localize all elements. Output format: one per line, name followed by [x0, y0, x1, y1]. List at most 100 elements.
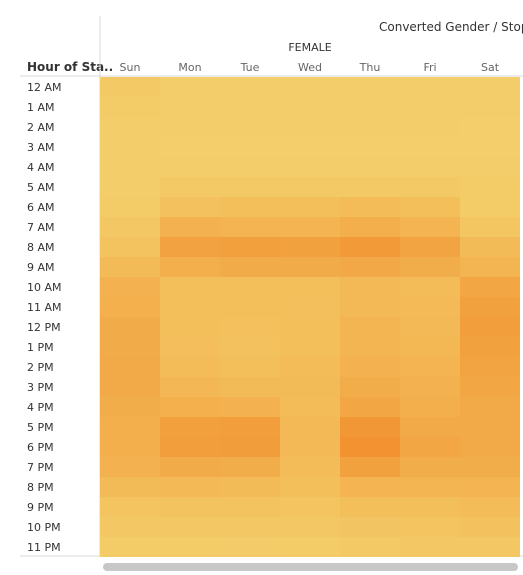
heatmap-cell-wed-2[interactable]: [280, 117, 340, 137]
heatmap-cell-thu-4[interactable]: [340, 157, 400, 177]
heatmap-cell-fri-23[interactable]: [400, 537, 460, 557]
heatmap-cell-fri-14[interactable]: [400, 357, 460, 377]
heatmap-cell-thu-21[interactable]: [340, 497, 400, 517]
heatmap-cell-sun-2[interactable]: [100, 117, 160, 137]
heatmap-cell-sun-8[interactable]: [100, 237, 160, 257]
horizontal-scrollbar-thumb[interactable]: [103, 563, 518, 571]
heatmap-cell-tue-3[interactable]: [220, 137, 280, 157]
heatmap-cell-fri-10[interactable]: [400, 277, 460, 297]
heatmap-cell-sun-5[interactable]: [100, 177, 160, 197]
heatmap-cell-sat-21[interactable]: [460, 497, 520, 517]
heatmap-cell-fri-3[interactable]: [400, 137, 460, 157]
heatmap-cell-fri-19[interactable]: [400, 457, 460, 477]
heatmap-cell-mon-1[interactable]: [160, 97, 220, 117]
heatmap-cell-thu-1[interactable]: [340, 97, 400, 117]
heatmap-cell-wed-12[interactable]: [280, 317, 340, 337]
heatmap-cell-fri-15[interactable]: [400, 377, 460, 397]
heatmap-cell-tue-20[interactable]: [220, 477, 280, 497]
heatmap-cell-fri-1[interactable]: [400, 97, 460, 117]
heatmap-cell-fri-13[interactable]: [400, 337, 460, 357]
heatmap-cell-wed-23[interactable]: [280, 537, 340, 557]
heatmap-cell-sun-4[interactable]: [100, 157, 160, 177]
heatmap-cell-sat-4[interactable]: [460, 157, 520, 177]
heatmap-cell-fri-16[interactable]: [400, 397, 460, 417]
heatmap-cell-mon-0[interactable]: [160, 77, 220, 97]
heatmap-cell-fri-2[interactable]: [400, 117, 460, 137]
heatmap-cell-sun-12[interactable]: [100, 317, 160, 337]
heatmap-cell-wed-13[interactable]: [280, 337, 340, 357]
heatmap-cell-mon-17[interactable]: [160, 417, 220, 437]
heatmap-cell-mon-6[interactable]: [160, 197, 220, 217]
heatmap-cell-sat-19[interactable]: [460, 457, 520, 477]
heatmap-cell-sun-18[interactable]: [100, 437, 160, 457]
heatmap-cell-mon-10[interactable]: [160, 277, 220, 297]
heatmap-cell-thu-2[interactable]: [340, 117, 400, 137]
heatmap-cell-wed-4[interactable]: [280, 157, 340, 177]
heatmap-cell-sat-12[interactable]: [460, 317, 520, 337]
heatmap-cell-tue-2[interactable]: [220, 117, 280, 137]
heatmap-cell-sun-1[interactable]: [100, 97, 160, 117]
heatmap-cell-fri-17[interactable]: [400, 417, 460, 437]
heatmap-cell-sun-16[interactable]: [100, 397, 160, 417]
heatmap-cell-thu-5[interactable]: [340, 177, 400, 197]
heatmap-cell-mon-4[interactable]: [160, 157, 220, 177]
heatmap-cell-sat-9[interactable]: [460, 257, 520, 277]
heatmap-cell-sat-11[interactable]: [460, 297, 520, 317]
heatmap-cell-sun-21[interactable]: [100, 497, 160, 517]
heatmap-cell-thu-12[interactable]: [340, 317, 400, 337]
heatmap-cell-tue-15[interactable]: [220, 377, 280, 397]
heatmap-cell-sun-17[interactable]: [100, 417, 160, 437]
heatmap-cell-sat-3[interactable]: [460, 137, 520, 157]
heatmap-cell-wed-0[interactable]: [280, 77, 340, 97]
heatmap-cell-fri-4[interactable]: [400, 157, 460, 177]
heatmap-cell-tue-4[interactable]: [220, 157, 280, 177]
heatmap-cell-mon-13[interactable]: [160, 337, 220, 357]
heatmap-cell-thu-14[interactable]: [340, 357, 400, 377]
heatmap-cell-sun-10[interactable]: [100, 277, 160, 297]
heatmap-cell-sun-20[interactable]: [100, 477, 160, 497]
heatmap-cell-wed-20[interactable]: [280, 477, 340, 497]
heatmap-cell-fri-0[interactable]: [400, 77, 460, 97]
heatmap-cell-sat-10[interactable]: [460, 277, 520, 297]
heatmap-cell-thu-8[interactable]: [340, 237, 400, 257]
heatmap-cell-sat-17[interactable]: [460, 417, 520, 437]
heatmap-cell-sun-15[interactable]: [100, 377, 160, 397]
heatmap-cell-tue-23[interactable]: [220, 537, 280, 557]
heatmap-cell-thu-20[interactable]: [340, 477, 400, 497]
heatmap-cell-thu-7[interactable]: [340, 217, 400, 237]
heatmap-cell-wed-22[interactable]: [280, 517, 340, 537]
heatmap-cell-sat-15[interactable]: [460, 377, 520, 397]
heatmap-cell-mon-5[interactable]: [160, 177, 220, 197]
heatmap-cell-sun-23[interactable]: [100, 537, 160, 557]
row-field-label[interactable]: Hour of Sta..: [27, 60, 113, 74]
heatmap-cell-sat-0[interactable]: [460, 77, 520, 97]
heatmap-cell-wed-15[interactable]: [280, 377, 340, 397]
heatmap-cell-wed-14[interactable]: [280, 357, 340, 377]
heatmap-cell-fri-21[interactable]: [400, 497, 460, 517]
heatmap-cell-tue-19[interactable]: [220, 457, 280, 477]
heatmap-cell-sun-19[interactable]: [100, 457, 160, 477]
heatmap-cell-mon-23[interactable]: [160, 537, 220, 557]
heatmap-cell-sat-1[interactable]: [460, 97, 520, 117]
heatmap-cell-wed-1[interactable]: [280, 97, 340, 117]
heatmap-cell-thu-16[interactable]: [340, 397, 400, 417]
heatmap-cell-wed-5[interactable]: [280, 177, 340, 197]
heatmap-cell-tue-12[interactable]: [220, 317, 280, 337]
heatmap-cell-thu-6[interactable]: [340, 197, 400, 217]
heatmap-cell-sat-22[interactable]: [460, 517, 520, 537]
heatmap-cell-sun-3[interactable]: [100, 137, 160, 157]
heatmap-cell-wed-3[interactable]: [280, 137, 340, 157]
heatmap-cell-tue-11[interactable]: [220, 297, 280, 317]
heatmap-cell-wed-17[interactable]: [280, 417, 340, 437]
heatmap-cell-sun-7[interactable]: [100, 217, 160, 237]
heatmap-cell-thu-3[interactable]: [340, 137, 400, 157]
heatmap-cell-fri-11[interactable]: [400, 297, 460, 317]
heatmap-cell-thu-13[interactable]: [340, 337, 400, 357]
heatmap-cell-mon-22[interactable]: [160, 517, 220, 537]
heatmap-cell-sat-5[interactable]: [460, 177, 520, 197]
heatmap-cell-sun-14[interactable]: [100, 357, 160, 377]
heatmap-cell-mon-2[interactable]: [160, 117, 220, 137]
heatmap-cell-mon-20[interactable]: [160, 477, 220, 497]
heatmap-cell-sat-13[interactable]: [460, 337, 520, 357]
heatmap-cell-sat-14[interactable]: [460, 357, 520, 377]
